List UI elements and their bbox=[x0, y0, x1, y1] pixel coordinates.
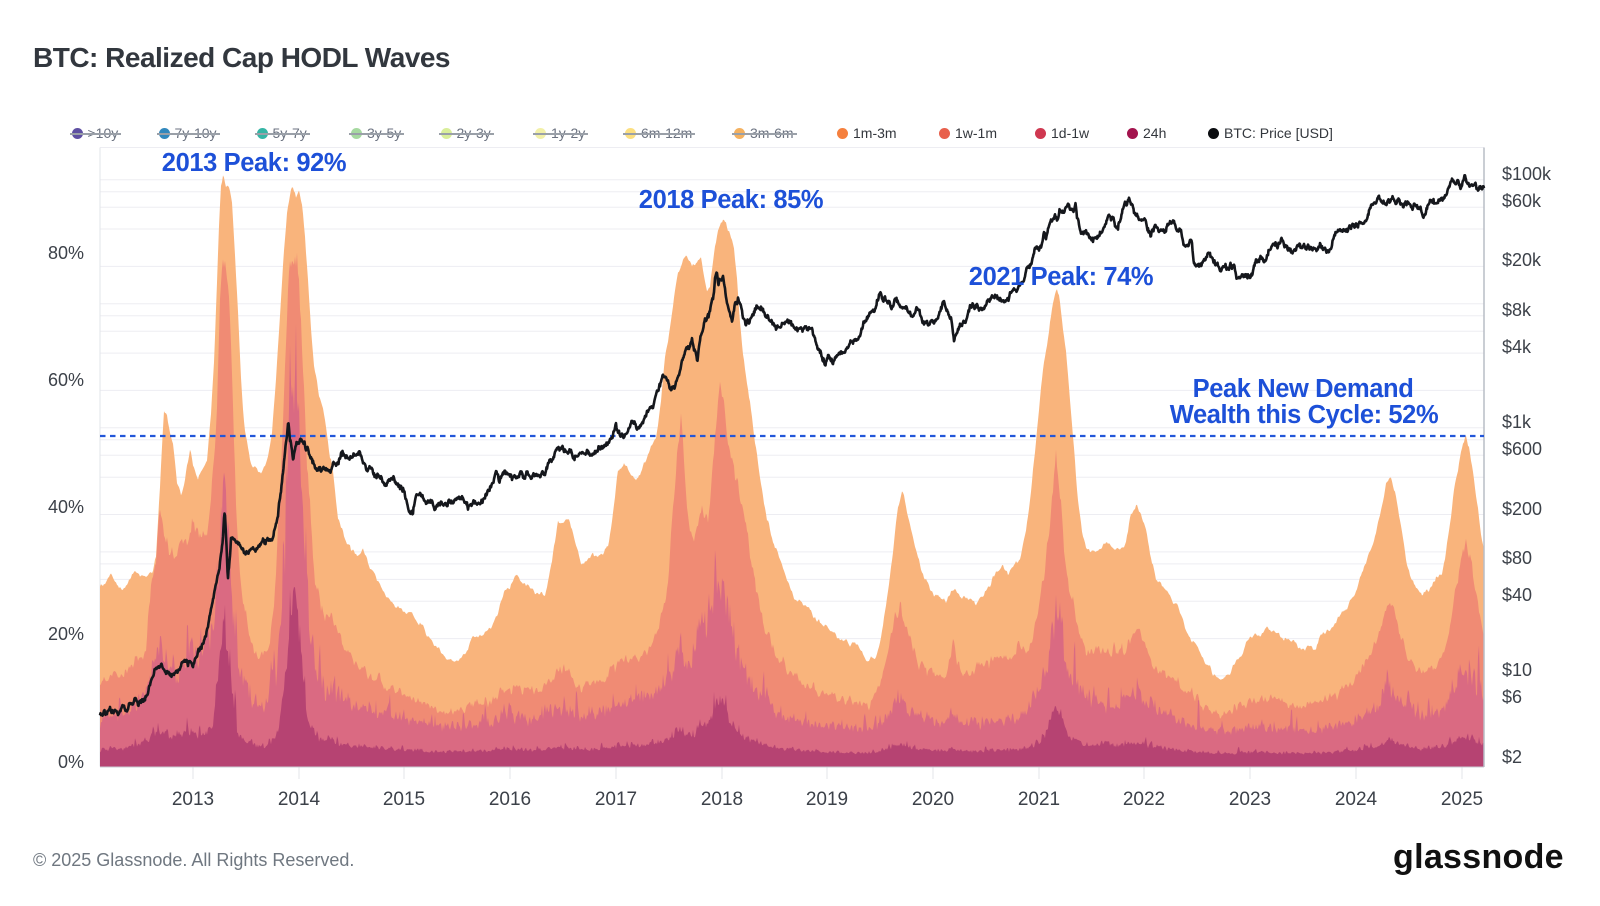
svg-text:Peak New Demand: Peak New Demand bbox=[1193, 375, 1414, 403]
svg-text:2018: 2018 bbox=[701, 789, 743, 810]
svg-text:20%: 20% bbox=[48, 624, 84, 644]
svg-text:$8k: $8k bbox=[1502, 300, 1532, 320]
svg-text:2023: 2023 bbox=[1229, 789, 1271, 810]
svg-text:2021: 2021 bbox=[1018, 789, 1060, 810]
svg-text:80%: 80% bbox=[48, 243, 84, 263]
svg-text:2019: 2019 bbox=[806, 789, 848, 810]
svg-text:60%: 60% bbox=[48, 370, 84, 390]
svg-text:$200: $200 bbox=[1502, 499, 1542, 519]
svg-text:$10: $10 bbox=[1502, 660, 1532, 680]
svg-text:$4k: $4k bbox=[1502, 337, 1532, 357]
svg-text:2021 Peak: 74%: 2021 Peak: 74% bbox=[969, 263, 1153, 291]
svg-text:$2: $2 bbox=[1502, 747, 1522, 767]
svg-text:$6: $6 bbox=[1502, 687, 1522, 707]
svg-text:$100k: $100k bbox=[1502, 164, 1552, 184]
svg-text:$600: $600 bbox=[1502, 439, 1542, 459]
svg-text:$20k: $20k bbox=[1502, 250, 1542, 270]
svg-text:$60k: $60k bbox=[1502, 191, 1542, 211]
svg-text:$1k: $1k bbox=[1502, 412, 1532, 432]
svg-text:2020: 2020 bbox=[912, 789, 954, 810]
svg-text:$40: $40 bbox=[1502, 585, 1532, 605]
svg-text:2015: 2015 bbox=[383, 789, 425, 810]
svg-text:2013 Peak: 92%: 2013 Peak: 92% bbox=[162, 149, 346, 177]
svg-text:2013: 2013 bbox=[172, 789, 214, 810]
svg-text:Wealth this Cycle: 52%: Wealth this Cycle: 52% bbox=[1170, 401, 1439, 429]
svg-text:40%: 40% bbox=[48, 497, 84, 517]
svg-text:2022: 2022 bbox=[1123, 789, 1165, 810]
svg-text:2016: 2016 bbox=[489, 789, 531, 810]
svg-text:2024: 2024 bbox=[1335, 789, 1378, 810]
svg-text:$80: $80 bbox=[1502, 548, 1532, 568]
svg-text:2014: 2014 bbox=[278, 789, 321, 810]
svg-text:2025: 2025 bbox=[1441, 789, 1483, 810]
svg-text:0%: 0% bbox=[58, 752, 84, 772]
svg-text:2018 Peak: 85%: 2018 Peak: 85% bbox=[639, 186, 823, 214]
svg-text:2017: 2017 bbox=[595, 789, 637, 810]
